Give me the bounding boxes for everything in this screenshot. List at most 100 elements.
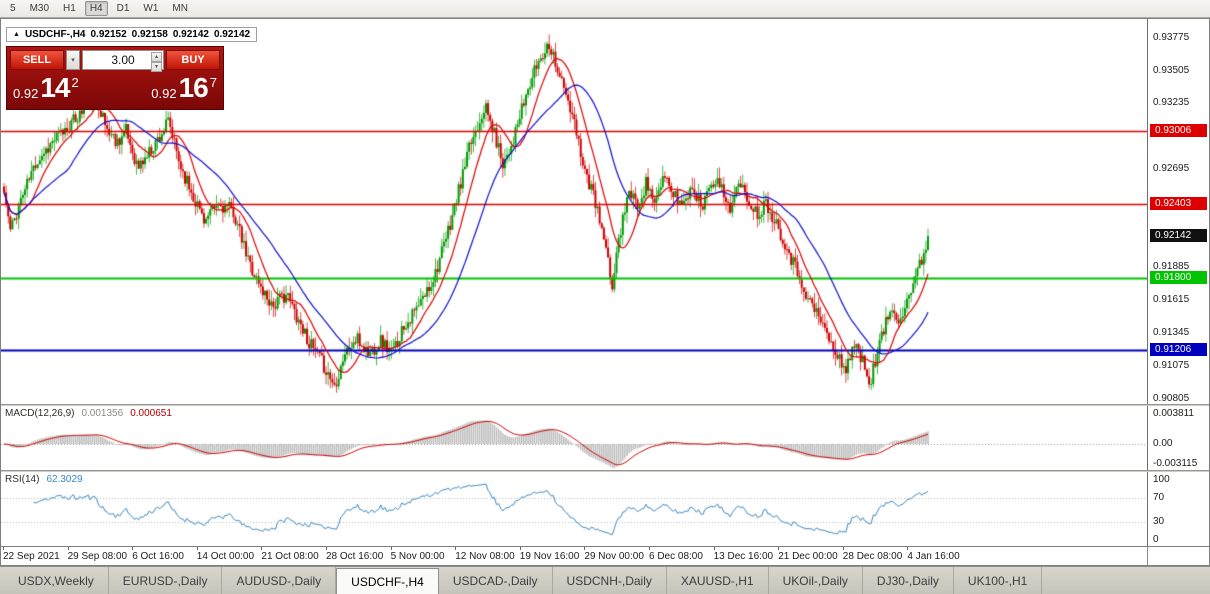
chart-tab-xauusd-h1[interactable]: XAUUSD-,H1 bbox=[667, 567, 769, 594]
chart-tab-usdx-weekly[interactable]: USDX,Weekly bbox=[4, 567, 109, 594]
time-tick bbox=[713, 547, 715, 550]
macd-signal-value: 0.000651 bbox=[130, 408, 172, 419]
chart-tab-eurusd-daily[interactable]: EURUSD-,Daily bbox=[109, 567, 223, 594]
buy-price[interactable]: 0.92 16 7 bbox=[151, 73, 217, 103]
price-axis[interactable]: 0.93775 0.93505 0.93235 0.92695 0.91885 0.916… bbox=[1147, 19, 1209, 404]
rsi-label: RSI(14) 62.3029 bbox=[5, 474, 83, 485]
chart-tabs-bar: USDX,Weekly EURUSD-,Daily AUDUSD-,Daily USD… bbox=[0, 566, 1210, 594]
rsi-axis-label: 30 bbox=[1153, 516, 1165, 527]
volume-increase-button[interactable]: ▴ bbox=[151, 52, 162, 62]
time-tick bbox=[390, 547, 392, 550]
sell-price-big: 14 bbox=[40, 72, 70, 103]
price-tick-label: 0.91885 bbox=[1153, 261, 1190, 273]
volume-value: 3.00 bbox=[111, 53, 135, 67]
time-axis-label: 21 Oct 08:00 bbox=[261, 551, 319, 562]
time-tick bbox=[907, 547, 909, 550]
volume-dropdown-button[interactable]: ▾ bbox=[66, 50, 80, 70]
pane-splitter[interactable] bbox=[1, 404, 1209, 406]
low-value: 0.92142 bbox=[172, 29, 209, 40]
rsi-axis[interactable]: 100 70 30 0 bbox=[1147, 472, 1209, 546]
time-axis-label: 28 Dec 08:00 bbox=[842, 551, 903, 562]
axis-separator bbox=[1147, 547, 1148, 565]
time-axis[interactable]: 22 Sep 2021 29 Sep 08:00 6 Oct 16:00 14 Oct… bbox=[1, 546, 1209, 565]
time-tick bbox=[261, 547, 263, 550]
rsi-axis-label: 100 bbox=[1153, 474, 1170, 485]
sell-price-small: 0.92 bbox=[13, 86, 39, 101]
time-tick bbox=[842, 547, 844, 550]
time-axis-label: 21 Dec 00:00 bbox=[778, 551, 838, 562]
buy-price-small: 0.92 bbox=[151, 86, 177, 101]
macd-axis[interactable]: 0.003811 0.00 -0.003115 bbox=[1147, 406, 1209, 470]
time-tick bbox=[326, 547, 327, 550]
time-axis-label: 13 Dec 16:00 bbox=[713, 551, 774, 562]
time-axis-label: 14 Oct 00:00 bbox=[196, 551, 255, 562]
timeframe-button-d1[interactable]: D1 bbox=[116, 3, 130, 14]
price-tick-label: 0.91615 bbox=[1153, 294, 1190, 306]
pane-splitter[interactable] bbox=[1, 470, 1209, 472]
hline-price-badge: 0.92403 bbox=[1150, 197, 1207, 211]
macd-pane: MACD(12,26,9) 0.001356 0.000651 0.003811… bbox=[1, 406, 1209, 470]
rsi-name: RSI(14) bbox=[5, 474, 40, 485]
chart-tab-usdchf-h4[interactable]: USDCHF-,H4 bbox=[336, 568, 439, 594]
macd-name: MACD(12,26,9) bbox=[5, 408, 75, 419]
time-tick bbox=[519, 547, 521, 550]
price-tick-label: 0.91345 bbox=[1153, 326, 1190, 338]
time-axis-label: 4 Jan 16:00 bbox=[907, 551, 960, 562]
hline-price-badge: 0.91206 bbox=[1150, 342, 1207, 356]
macd-label: MACD(12,26,9) 0.001356 0.000651 bbox=[5, 408, 172, 419]
price-tick-label: 0.92695 bbox=[1153, 162, 1190, 174]
timeframe-button-h4[interactable]: H4 bbox=[84, 1, 108, 16]
open-value: 0.92152 bbox=[90, 29, 127, 40]
time-axis-label: 5 Nov 00:00 bbox=[390, 551, 445, 562]
timeframe-button-mn[interactable]: MN bbox=[172, 3, 188, 14]
price-tick-label: 0.90805 bbox=[1153, 392, 1190, 404]
close-value: 0.92142 bbox=[213, 29, 251, 40]
sell-price-sup: 2 bbox=[71, 75, 79, 90]
sell-button[interactable]: SELL bbox=[10, 50, 64, 70]
chart-tab-usdcnh-daily[interactable]: USDCNH-,Daily bbox=[553, 567, 667, 594]
rsi-pane: RSI(14) 62.3029 100 70 30 0 bbox=[1, 472, 1209, 546]
sell-price[interactable]: 0.92 14 2 bbox=[13, 73, 79, 103]
rsi-axis-label: 70 bbox=[1153, 492, 1165, 503]
time-axis-label: 22 Sep 2021 bbox=[3, 551, 60, 562]
chevron-down-icon: ▾ bbox=[71, 57, 75, 64]
current-price-badge: 0.92142 bbox=[1150, 229, 1207, 243]
trade-prices-row: 0.92 14 2 0.92 16 7 bbox=[10, 72, 220, 106]
time-tick bbox=[132, 547, 134, 550]
time-tick bbox=[3, 547, 4, 550]
chart-icon: ▲ bbox=[13, 31, 20, 38]
volume-input[interactable]: 3.00 ▴ ▾ bbox=[82, 50, 164, 72]
chart-tab-dj30-daily[interactable]: DJ30-,Daily bbox=[863, 567, 954, 594]
chart-tab-usdcad-daily[interactable]: USDCAD-,Daily bbox=[439, 567, 553, 594]
chart-tab-ukoil-daily[interactable]: UKOil-,Daily bbox=[769, 567, 863, 594]
price-chart-pane: ▲ USDCHF-,H4 0.92152 0.92158 0.92142 0.9… bbox=[1, 19, 1209, 404]
timeframe-button-h1[interactable]: H1 bbox=[63, 3, 76, 14]
rsi-chart[interactable] bbox=[1, 472, 1147, 546]
time-tick bbox=[584, 547, 586, 550]
time-axis-label: 12 Nov 08:00 bbox=[455, 551, 515, 562]
volume-spinner: ▴ ▾ bbox=[151, 52, 162, 72]
buy-button[interactable]: BUY bbox=[166, 50, 220, 70]
time-tick bbox=[67, 547, 69, 550]
time-axis-label: 6 Dec 08:00 bbox=[649, 551, 703, 562]
price-tick-label: 0.91075 bbox=[1153, 359, 1190, 371]
one-click-trading-panel: SELL ▾ 3.00 ▴ ▾ BUY 0.92 14 2 bbox=[6, 46, 224, 110]
time-axis-label: 6 Oct 16:00 bbox=[132, 551, 184, 562]
chart-title-ohlc: ▲ USDCHF-,H4 0.92152 0.92158 0.92142 0.9… bbox=[6, 27, 258, 42]
timeframe-button-m30[interactable]: M30 bbox=[29, 3, 50, 14]
rsi-value: 62.3029 bbox=[46, 474, 83, 485]
chart-tab-uk100-h1[interactable]: UK100-,H1 bbox=[954, 567, 1043, 594]
timeframe-button-w1[interactable]: W1 bbox=[143, 3, 159, 14]
macd-chart[interactable] bbox=[1, 406, 1147, 470]
time-tick bbox=[649, 547, 650, 550]
chart-window: ▲ USDCHF-,H4 0.92152 0.92158 0.92142 0.9… bbox=[0, 18, 1210, 566]
high-value: 0.92158 bbox=[131, 29, 168, 40]
buy-price-sup: 7 bbox=[209, 75, 217, 90]
time-tick bbox=[455, 547, 457, 550]
volume-decrease-button[interactable]: ▾ bbox=[151, 62, 162, 72]
chart-tab-audusd-daily[interactable]: AUDUSD-,Daily bbox=[222, 567, 337, 594]
rsi-axis-label: 0 bbox=[1153, 534, 1159, 545]
macd-axis-label: 0.003811 bbox=[1153, 408, 1194, 419]
timeframe-button-5[interactable]: 5 bbox=[10, 3, 16, 14]
